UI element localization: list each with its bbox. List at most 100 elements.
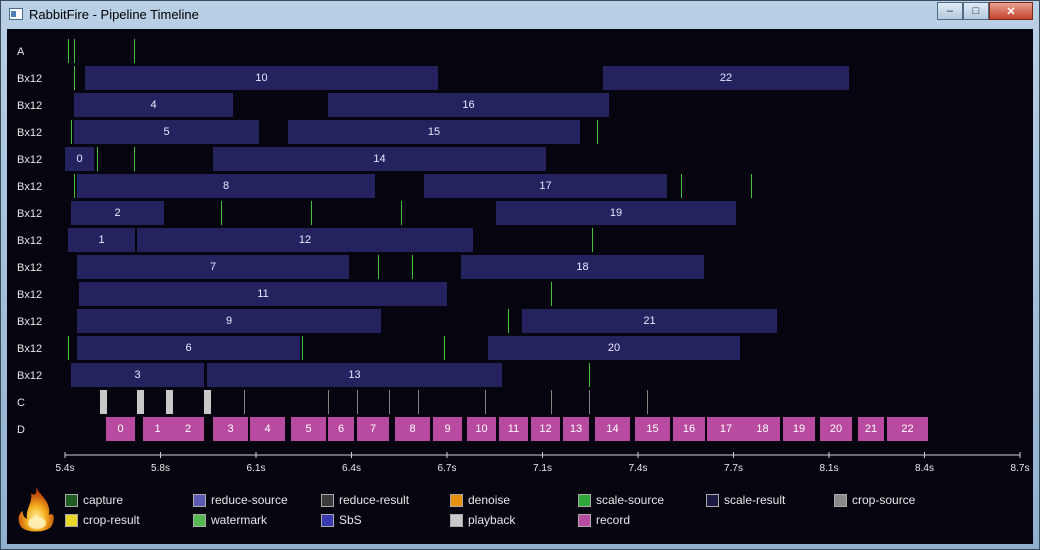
record-block[interactable]: 7 xyxy=(357,417,389,441)
lane-label-bx: Bx12 xyxy=(17,316,43,328)
record-block[interactable]: 16 xyxy=(673,417,705,441)
event-tick xyxy=(97,147,98,171)
timeline-bar[interactable]: 10 xyxy=(85,66,438,90)
record-block[interactable]: 21 xyxy=(858,417,884,441)
legend-label: scale-source xyxy=(596,493,665,507)
event-tick xyxy=(378,255,379,279)
record-block[interactable]: 2 xyxy=(172,417,204,441)
event-tick xyxy=(311,201,312,225)
timeline-bar[interactable]: 22 xyxy=(603,66,849,90)
lane-label-bx: Bx12 xyxy=(17,181,43,193)
close-button[interactable]: ✕ xyxy=(989,2,1033,20)
window-controls: – □ ✕ xyxy=(937,2,1033,21)
playback-mark xyxy=(100,390,107,414)
timeline-canvas[interactable]: A Bx12 Bx12 Bx12 Bx12 Bx12 Bx12 Bx12 Bx1… xyxy=(7,29,1033,544)
record-block[interactable]: 18 xyxy=(745,417,780,441)
event-tick xyxy=(389,390,390,414)
event-tick xyxy=(328,390,329,414)
event-tick xyxy=(551,282,552,306)
lane-label-c: C xyxy=(17,397,25,409)
timeline-bar[interactable]: 5 xyxy=(74,120,259,144)
timeline-bar[interactable]: 12 xyxy=(137,228,473,252)
event-tick xyxy=(589,390,590,414)
record-block[interactable]: 8 xyxy=(395,417,430,441)
event-tick xyxy=(134,147,135,171)
record-block[interactable]: 0 xyxy=(106,417,135,441)
timeline-bar[interactable]: 20 xyxy=(488,336,740,360)
playback-mark xyxy=(137,390,144,414)
event-tick xyxy=(485,390,486,414)
lane-label-bx: Bx12 xyxy=(17,343,43,355)
legend-item: SbS xyxy=(321,513,362,527)
event-tick xyxy=(74,39,75,63)
timeline-bar[interactable]: 14 xyxy=(213,147,546,171)
lane-label-bx: Bx12 xyxy=(17,127,43,139)
legend-item: denoise xyxy=(450,493,510,507)
timeline-bar[interactable]: 1 xyxy=(68,228,135,252)
record-block[interactable]: 17 xyxy=(707,417,745,441)
time-axis: 5.4s 5.8s 6.1s 6.4s 6.7s 7.1s 7.4s 7.7s 8.1s 8.4s… xyxy=(56,452,1029,474)
lane-label-bx: Bx12 xyxy=(17,208,43,220)
event-tick xyxy=(74,174,75,198)
event-tick xyxy=(681,174,682,198)
timeline-bar[interactable]: 2 xyxy=(71,201,164,225)
event-tick xyxy=(68,336,69,360)
record-block[interactable]: 9 xyxy=(433,417,462,441)
title-bar[interactable]: RabbitFire - Pipeline Timeline – □ ✕ xyxy=(1,1,1039,29)
legend-swatch xyxy=(321,493,334,507)
timeline-bar[interactable]: 17 xyxy=(424,174,667,198)
timeline-bar[interactable]: 9 xyxy=(77,309,381,333)
timeline-bar[interactable]: 16 xyxy=(328,93,609,117)
record-block[interactable]: 3 xyxy=(213,417,248,441)
maximize-button[interactable]: □ xyxy=(963,2,989,20)
timeline-bar[interactable]: 13 xyxy=(207,363,502,387)
timeline-bar[interactable]: 7 xyxy=(77,255,349,279)
record-block[interactable]: 14 xyxy=(595,417,630,441)
flame-logo-icon xyxy=(18,487,54,532)
record-block[interactable]: 20 xyxy=(820,417,852,441)
timeline-bar[interactable]: 8 xyxy=(77,174,375,198)
axis-tick-label: 6.4s xyxy=(342,463,361,474)
legend-swatch xyxy=(706,493,719,507)
timeline-bar[interactable]: 18 xyxy=(461,255,704,279)
legend-label: scale-result xyxy=(724,493,786,507)
lane-label-bx: Bx12 xyxy=(17,154,43,166)
lane-label-bx: Bx12 xyxy=(17,262,43,274)
timeline-bar[interactable]: 19 xyxy=(496,201,736,225)
timeline-bar[interactable]: 4 xyxy=(74,93,233,117)
record-block[interactable]: 22 xyxy=(887,417,928,441)
legend-item: crop-result xyxy=(65,513,140,527)
event-tick xyxy=(412,255,413,279)
record-block[interactable]: 10 xyxy=(467,417,496,441)
timeline-bar[interactable]: 15 xyxy=(288,120,580,144)
axis-tick-label: 8.4s xyxy=(915,463,934,474)
event-tick xyxy=(134,39,135,63)
event-tick xyxy=(508,309,509,333)
event-tick xyxy=(221,201,222,225)
timeline-bar[interactable]: 0 xyxy=(65,147,94,171)
record-block[interactable]: 11 xyxy=(499,417,528,441)
record-block[interactable]: 6 xyxy=(328,417,354,441)
legend-label: capture xyxy=(83,493,124,507)
timeline-bar[interactable]: 3 xyxy=(71,363,204,387)
record-block[interactable]: 19 xyxy=(783,417,815,441)
legend-swatch xyxy=(193,493,206,507)
timeline-bar[interactable]: 11 xyxy=(79,282,447,306)
timeline-bar[interactable]: 6 xyxy=(77,336,300,360)
minimize-button[interactable]: – xyxy=(937,2,963,20)
legend-item: crop-source xyxy=(834,493,915,507)
event-tick xyxy=(244,390,245,414)
event-tick xyxy=(74,66,75,90)
record-block[interactable]: 13 xyxy=(563,417,589,441)
record-block[interactable]: 4 xyxy=(250,417,285,441)
legend-swatch xyxy=(65,513,78,527)
record-block[interactable]: 12 xyxy=(531,417,560,441)
event-tick xyxy=(418,390,419,414)
timeline-bar[interactable]: 21 xyxy=(522,309,777,333)
legend-label: reduce-result xyxy=(339,493,410,507)
record-block[interactable]: 1 xyxy=(143,417,172,441)
record-block[interactable]: 15 xyxy=(635,417,670,441)
record-block[interactable]: 5 xyxy=(291,417,326,441)
event-tick xyxy=(597,120,598,144)
